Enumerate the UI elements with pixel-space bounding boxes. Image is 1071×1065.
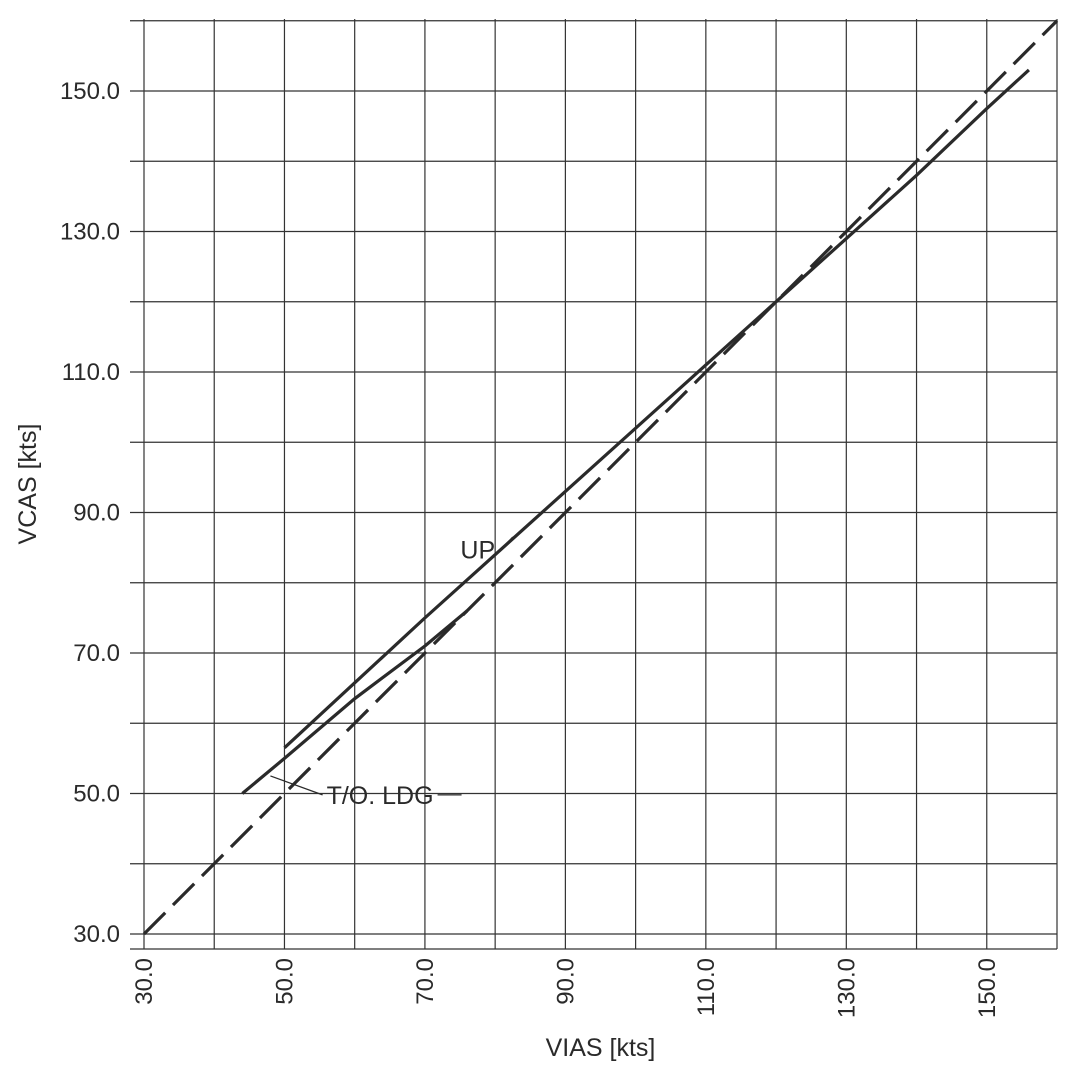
- annotation-leader: [270, 775, 323, 796]
- x-tick-labels: 30.0 50.0 70.0 90.0 110.0 130.0 150.0: [131, 958, 1001, 1018]
- y-tick-label: 110.0: [62, 359, 120, 386]
- x-tick-label: 30.0: [131, 958, 158, 1005]
- y-tick-label: 30.0: [73, 921, 120, 948]
- x-tick-label: 70.0: [412, 958, 439, 1005]
- x-tick-label: 150.0: [974, 958, 1001, 1018]
- y-tick-label: 50.0: [73, 781, 120, 808]
- y-tick-label: 130.0: [60, 219, 120, 246]
- x-tick-label: 90.0: [552, 958, 579, 1005]
- series-line-3: [241, 609, 469, 795]
- x-tick-label: 110.0: [693, 958, 720, 1016]
- y-tick-label: 90.0: [73, 500, 120, 527]
- annotation-label: UP: [460, 537, 495, 565]
- annotation-leader: [500, 536, 514, 551]
- y-axis-title: VCAS [kts]: [14, 424, 42, 545]
- y-tick-label: 70.0: [73, 640, 120, 667]
- x-tick-label: 130.0: [833, 958, 860, 1018]
- annotations: UP T/O. LDG: [270, 536, 514, 810]
- y-tick-label: 150.0: [60, 78, 120, 105]
- series-line-2: [283, 68, 1030, 750]
- y-tick-labels: 30.0 50.0 70.0 90.0 110.0 130.0 150.0: [60, 78, 120, 948]
- x-tick-label: 50.0: [271, 958, 298, 1005]
- series-line-1: [142, 19, 1059, 936]
- x-axis-title: VIAS [kts]: [546, 1034, 656, 1062]
- annotation-label: T/O. LDG: [327, 782, 434, 810]
- series-lines: [142, 19, 1059, 936]
